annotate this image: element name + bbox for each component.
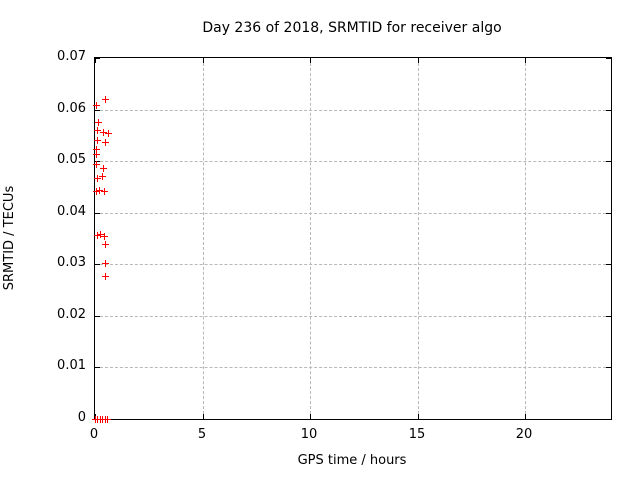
y-tick-right [606, 161, 611, 162]
y-axis-label: SRMTID / TECUs [2, 185, 17, 291]
data-point-marker [97, 231, 104, 238]
x-tick-bottom [525, 414, 526, 419]
chart-title: Day 236 of 2018, SRMTID for receiver alg… [202, 20, 502, 36]
x-tick-bottom [203, 414, 204, 419]
x-tick-label: 10 [300, 427, 318, 442]
x-tick-bottom [418, 414, 419, 419]
x-tick-top [525, 58, 526, 63]
y-tick-left [95, 367, 100, 368]
y-gridline [95, 161, 611, 162]
x-tick-bottom [310, 414, 311, 419]
y-tick-label: 0.03 [57, 255, 86, 270]
x-tick-label: 20 [515, 427, 533, 442]
data-point-marker [104, 416, 111, 423]
y-tick-label: 0.05 [57, 152, 86, 167]
data-point-marker [102, 139, 109, 146]
y-tick-label: 0.04 [57, 204, 86, 219]
x-gridline [418, 58, 419, 419]
y-gridline [95, 367, 611, 368]
data-point-marker [94, 127, 101, 134]
y-tick-label: 0.01 [57, 358, 86, 373]
y-tick-label: 0 [77, 410, 86, 425]
data-point-marker [105, 130, 112, 137]
y-tick-label: 0.07 [57, 49, 86, 64]
y-tick-right [606, 213, 611, 214]
y-gridline [95, 110, 611, 111]
x-gridline [310, 58, 311, 419]
x-gridline [525, 58, 526, 419]
y-tick-left [95, 161, 100, 162]
data-point-marker [94, 175, 101, 182]
data-point-marker [100, 165, 107, 172]
x-tick-top [95, 58, 96, 63]
data-point-marker [93, 102, 100, 109]
data-point-marker [93, 151, 100, 158]
data-point-marker [93, 161, 100, 168]
x-tick-top [418, 58, 419, 63]
y-tick-right [606, 110, 611, 111]
x-tick-top [310, 58, 311, 63]
y-tick-left [95, 58, 100, 59]
y-tick-right [606, 58, 611, 59]
y-gridline [95, 316, 611, 317]
data-point-marker [102, 260, 109, 267]
y-tick-left [95, 264, 100, 265]
data-point-marker [100, 129, 107, 136]
x-tick-label: 15 [408, 427, 426, 442]
plot-area [92, 57, 612, 423]
data-point-marker [102, 241, 109, 248]
y-tick-right [606, 264, 611, 265]
y-tick-right [606, 367, 611, 368]
data-point-marker [94, 232, 101, 239]
y-gridline [95, 264, 611, 265]
data-point-marker [101, 188, 108, 195]
data-point-marker [102, 96, 109, 103]
y-tick-left [95, 213, 100, 214]
data-point-marker [93, 188, 100, 195]
data-point-marker [95, 119, 102, 126]
y-gridline [95, 213, 611, 214]
y-tick-label: 0.02 [57, 307, 86, 322]
data-point-marker [96, 187, 103, 194]
x-axis-label: GPS time / hours [297, 453, 407, 468]
x-tick-top [203, 58, 204, 63]
data-point-marker [93, 146, 100, 153]
x-gridline [203, 58, 204, 419]
data-point-marker [94, 137, 101, 144]
data-point-marker [101, 233, 108, 240]
y-tick-label: 0.06 [57, 101, 86, 116]
data-point-marker [102, 273, 109, 280]
y-tick-right [606, 316, 611, 317]
y-tick-left [95, 110, 100, 111]
y-tick-left [95, 316, 100, 317]
x-tick-label: 0 [89, 427, 99, 442]
x-tick-label: 5 [197, 427, 207, 442]
data-point-marker [99, 173, 106, 180]
y-tick-right [606, 419, 611, 420]
